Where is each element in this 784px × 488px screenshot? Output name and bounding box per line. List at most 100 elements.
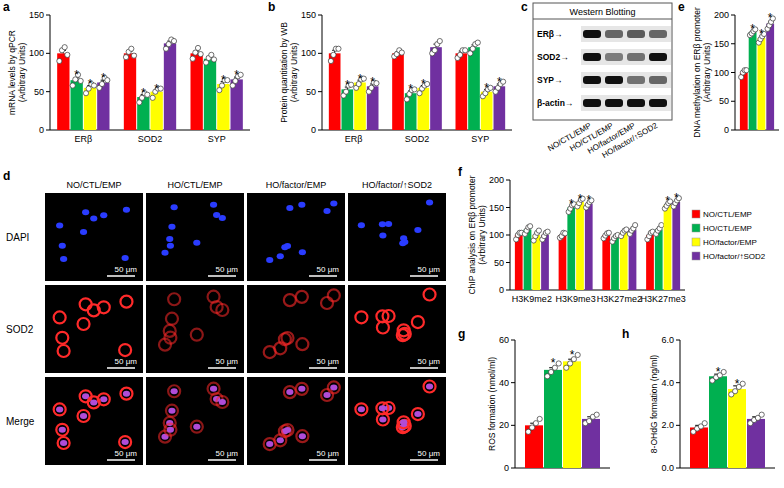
cell-nucleus bbox=[80, 229, 87, 235]
bar bbox=[749, 32, 757, 130]
y-tick-label: 2.0 bbox=[661, 420, 674, 430]
bar bbox=[367, 86, 379, 130]
significance-mark: * bbox=[88, 77, 93, 91]
blot-band bbox=[627, 76, 645, 84]
significance-mark: * bbox=[345, 78, 350, 92]
scale-bar-label: 50 μm bbox=[418, 265, 441, 274]
data-point bbox=[123, 55, 128, 60]
scale-bar bbox=[208, 275, 236, 277]
data-point bbox=[190, 56, 195, 61]
bar bbox=[494, 86, 506, 130]
significance-mark: * bbox=[551, 356, 556, 370]
cell-sod2 bbox=[120, 296, 132, 308]
marks bbox=[328, 38, 505, 130]
cell-sod2 bbox=[296, 430, 308, 442]
panel-letter: f bbox=[458, 165, 463, 179]
bar bbox=[481, 92, 493, 130]
panel-e: e050100150200DNA methylation on ERβ prom… bbox=[678, 0, 779, 138]
y-tick-label: 200 bbox=[489, 175, 504, 185]
y-tick bbox=[506, 207, 510, 208]
image-column-label: HO/factor/↑SOD2 bbox=[362, 180, 432, 190]
blot-band bbox=[649, 76, 667, 84]
bar bbox=[84, 88, 96, 130]
x-tick-label: SYP bbox=[471, 134, 489, 144]
image-row-label: SOD2 bbox=[6, 324, 34, 335]
blot-band bbox=[605, 53, 623, 61]
cell-nucleus bbox=[167, 243, 174, 249]
cell-sod2 bbox=[54, 311, 66, 323]
data-point bbox=[659, 223, 664, 228]
cell-nucleus bbox=[100, 212, 107, 218]
blot-row-label: β-actin→ bbox=[537, 98, 573, 108]
legend-swatch bbox=[692, 224, 700, 232]
cell-nucleus bbox=[298, 386, 305, 392]
bar bbox=[71, 80, 83, 130]
y-tick bbox=[46, 130, 50, 131]
scale-bar bbox=[107, 367, 135, 369]
bar bbox=[541, 235, 549, 290]
micrograph: 50 μm bbox=[146, 193, 244, 281]
cell-sod2 bbox=[119, 436, 131, 448]
y-axis-title-line: (Arbitrary Units) bbox=[17, 43, 27, 103]
cell-nucleus bbox=[219, 399, 226, 405]
y-tick bbox=[731, 43, 735, 44]
data-point bbox=[533, 421, 538, 426]
micrograph: 50 μm bbox=[348, 193, 446, 281]
data-point bbox=[211, 57, 216, 62]
data-point bbox=[57, 58, 62, 63]
blot-frame bbox=[533, 3, 672, 120]
legend-label: HO/CTL/EMP bbox=[703, 224, 752, 233]
scale-bar bbox=[410, 275, 438, 277]
image-column-label: NO/CTL/EMP bbox=[66, 180, 121, 190]
micrograph: 50 μm bbox=[45, 193, 143, 281]
y-tick bbox=[506, 262, 510, 263]
panel-letter: g bbox=[458, 327, 465, 341]
micrograph-background bbox=[348, 193, 446, 281]
cell-sod2 bbox=[328, 289, 340, 301]
y-tick-label: 6.0 bbox=[661, 335, 674, 345]
y-tick bbox=[318, 15, 322, 16]
significance-mark: * bbox=[358, 72, 363, 86]
data-point bbox=[150, 95, 155, 100]
data-point bbox=[537, 416, 542, 421]
data-point bbox=[740, 381, 745, 386]
data-point bbox=[536, 228, 541, 233]
cell-nucleus bbox=[358, 406, 365, 412]
data-point bbox=[331, 52, 336, 57]
data-point bbox=[463, 48, 468, 53]
cell-nucleus bbox=[59, 427, 66, 433]
y-axis-title-line: mRNA levels by qPCR bbox=[7, 30, 17, 115]
cell-sod2 bbox=[274, 434, 286, 446]
bar bbox=[620, 232, 628, 290]
bar bbox=[582, 419, 600, 468]
significance-mark: * bbox=[497, 75, 502, 89]
micrograph-background bbox=[247, 377, 345, 465]
cell-nucleus bbox=[193, 424, 200, 430]
significance-mark: * bbox=[74, 68, 79, 82]
cell-sod2 bbox=[274, 342, 286, 354]
significance-mark: * bbox=[421, 77, 426, 91]
scale-bar-label: 50 μm bbox=[418, 449, 441, 458]
cell-nucleus bbox=[298, 202, 305, 208]
data-point bbox=[575, 352, 580, 357]
cell-sod2 bbox=[328, 381, 340, 393]
micrograph-background bbox=[146, 285, 244, 373]
bar bbox=[690, 427, 708, 468]
marks bbox=[525, 352, 600, 468]
cell-nucleus bbox=[167, 427, 174, 433]
panel-h: h0.02.04.06.08-OHdG formation (ng/ml)** bbox=[622, 327, 775, 473]
cell-nucleus bbox=[90, 215, 97, 221]
blot-band bbox=[605, 99, 623, 107]
legend: NO/CTL/EMPHO/CTL/EMPHO/factor/EMPHO/fact… bbox=[692, 210, 766, 261]
significance-mark: * bbox=[716, 365, 721, 379]
cell-nucleus bbox=[379, 221, 386, 227]
cell-sod2 bbox=[88, 396, 100, 408]
panel-letter: a bbox=[3, 0, 10, 14]
cell-sod2 bbox=[398, 416, 410, 428]
y-tick-label: 0 bbox=[311, 125, 316, 135]
significance-mark: * bbox=[234, 68, 239, 82]
data-point bbox=[606, 230, 611, 235]
bar bbox=[405, 93, 417, 130]
y-tick bbox=[506, 180, 510, 181]
data-point bbox=[759, 412, 764, 417]
